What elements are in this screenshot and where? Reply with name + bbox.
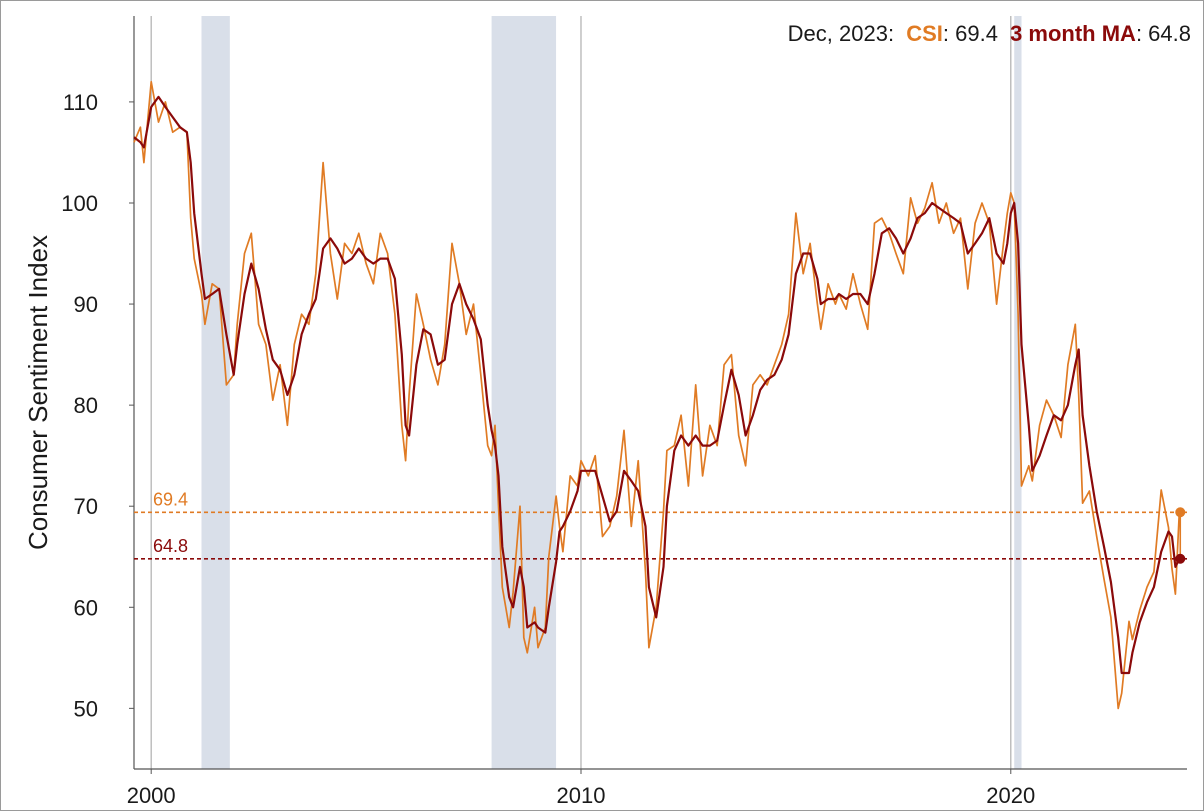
header-ma-value: : 64.8 [1136,21,1191,46]
y-tick-label-50: 50 [74,696,98,721]
header-readout: Dec, 2023: CSI: 69.4 3 month MA: 64.8 [788,21,1191,46]
recession-band-2 [1014,16,1022,769]
reference-label-1: 64.8 [153,536,188,556]
tick-labels: 50 60 70 80 90 100 110 2000 2010 2020 [61,90,1035,808]
end-point-ma [1175,553,1186,564]
x-tick-label-2020: 2020 [986,783,1035,808]
reference-label-0: 69.4 [153,489,188,509]
x-tick-label-2000: 2000 [127,783,176,808]
end-point-csi [1175,507,1186,518]
y-tick-label-110: 110 [63,90,98,115]
header-csi-value: : 69.4 [943,21,998,46]
recession-bands [201,16,1022,769]
y-tick-label-70: 70 [74,494,98,519]
y-tick-label-100: 100 [61,191,98,216]
y-tick-label-60: 60 [74,595,98,620]
recession-band-0 [201,16,230,769]
y-axis-label: Consumer Sentiment Index [23,235,53,550]
y-tick-label-80: 80 [74,393,98,418]
header-date: Dec, 2023: [788,21,894,46]
series-line-1 [133,95,1181,675]
decade-lines [150,16,1012,769]
header-ma-label: 3 month MA [1010,21,1136,46]
recession-band-1 [491,16,557,769]
y-tick-label-90: 90 [74,292,98,317]
series-lines [133,80,1181,710]
header-csi-label: CSI [906,21,943,46]
end-markers [1175,507,1186,564]
reference-lines: 69.4 64.8 [134,489,1187,560]
x-tick-label-2010: 2010 [557,783,606,808]
